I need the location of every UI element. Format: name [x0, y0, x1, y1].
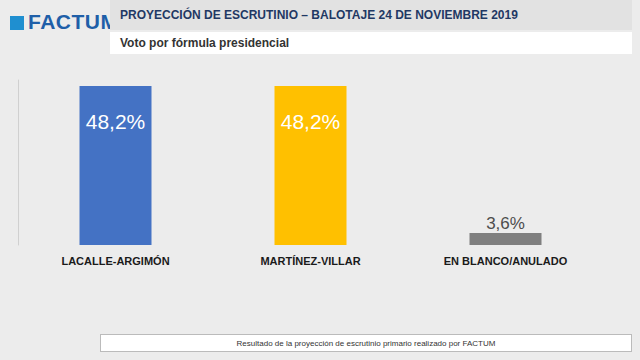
svg-text:48,2%: 48,2% — [86, 110, 146, 133]
svg-text:48,2%: 48,2% — [281, 110, 341, 133]
html-text:Resultado de la proyección de: Resultado de la proyección de escrutinio… — [236, 339, 496, 348]
svg-text:3,6%: 3,6% — [486, 214, 525, 233]
svg-text:EN BLANCO/ANULADO: EN BLANCO/ANULADO — [444, 255, 568, 267]
svg-text:MARTÍNEZ-VILLAR: MARTÍNEZ-VILLAR — [260, 255, 360, 267]
html-text:FACTUMPROYECCIÓN DE ESCRUTINIO: FACTUMPROYECCIÓN DE ESCRUTINIO – BALOTAJ… — [28, 8, 518, 33]
html-text:Voto por fórmula presidencial: Voto por fórmula presidencial — [120, 36, 290, 50]
svg-text:LACALLE-ARGIMÓN: LACALLE-ARGIMÓN — [61, 255, 169, 267]
